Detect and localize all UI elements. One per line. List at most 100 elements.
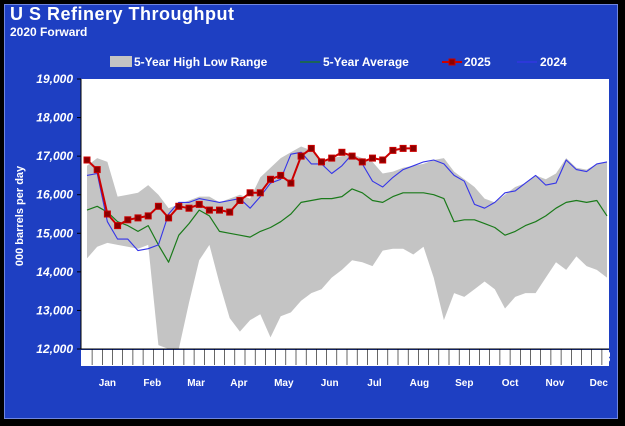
x-tick-label: 12 bbox=[194, 352, 204, 362]
month-label: Jul bbox=[367, 378, 382, 389]
x-tick-label: 43 bbox=[510, 352, 520, 362]
series-2025-point bbox=[328, 154, 336, 162]
series-2025-point bbox=[124, 216, 132, 224]
x-tick-label: 5 bbox=[123, 352, 133, 357]
month-label: May bbox=[274, 378, 294, 389]
x-tick-label: 46 bbox=[541, 352, 551, 362]
series-2025-point bbox=[307, 144, 315, 152]
axes-layer: 12,000 13,000 14,000 15,000 16,000 17,000 18,0… bbox=[36, 72, 612, 389]
series-2025-point bbox=[369, 154, 376, 162]
y-tick-label: 14,000 bbox=[36, 265, 73, 279]
x-tick-label: 26 bbox=[337, 352, 347, 362]
series-2025-point bbox=[399, 144, 407, 152]
month-label: Dec bbox=[590, 378, 609, 389]
x-tick-label: 9 bbox=[164, 352, 174, 357]
chart-title: U S Refinery Throughput bbox=[10, 4, 235, 24]
y-tick-label: 16,000 bbox=[36, 188, 73, 202]
series-2025-point bbox=[226, 208, 234, 216]
x-tick-label: 48 bbox=[561, 352, 571, 362]
x-tick-label: 4 bbox=[113, 352, 123, 357]
y-tick-label: 12,000 bbox=[36, 342, 73, 356]
series-2025-point bbox=[103, 210, 111, 218]
x-tick-label: 32 bbox=[398, 352, 408, 362]
x-tick-label: 14 bbox=[215, 352, 225, 362]
x-tick-label: 24 bbox=[317, 352, 327, 362]
x-tick-label: 36 bbox=[439, 352, 449, 362]
month-label: Jun bbox=[321, 378, 339, 389]
month-label: Feb bbox=[143, 378, 161, 389]
series-2025-point bbox=[165, 214, 173, 222]
x-tick-label: 50 bbox=[582, 352, 592, 362]
x-tick-label: 3 bbox=[102, 352, 112, 357]
x-tick-label: 47 bbox=[551, 352, 561, 362]
x-tick-label: 16 bbox=[235, 352, 245, 362]
range-band-layer bbox=[87, 146, 607, 349]
series-2025-point bbox=[144, 212, 152, 220]
x-tick-label: 23 bbox=[306, 352, 316, 362]
series-5yr-average-line bbox=[86, 188, 608, 263]
month-label: Aug bbox=[410, 378, 429, 389]
month-label: Nov bbox=[546, 378, 565, 389]
x-tick-label: 31 bbox=[388, 352, 398, 362]
series-2025-point bbox=[318, 158, 325, 166]
x-tick-label: 42 bbox=[500, 352, 510, 362]
x-tick-label: 28 bbox=[357, 352, 367, 362]
range-band bbox=[87, 146, 607, 349]
x-tick-label: 15 bbox=[225, 352, 235, 362]
x-tick-label: 1 bbox=[82, 352, 92, 357]
series-2025-point bbox=[195, 200, 203, 208]
x-tick-label: 13 bbox=[204, 352, 214, 362]
y-tick-label: 18,000 bbox=[36, 111, 73, 125]
y-tick-label: 15,000 bbox=[36, 226, 73, 240]
x-tick-label: 38 bbox=[459, 352, 469, 362]
series-2025-point bbox=[338, 148, 346, 156]
x-tick-label: 8 bbox=[153, 352, 163, 357]
series-2025-point bbox=[287, 179, 295, 187]
chart-subtitle: 2020 Forward bbox=[10, 25, 88, 39]
legend-range-swatch bbox=[110, 56, 132, 67]
series-2025-point bbox=[154, 202, 162, 210]
series-2024-line bbox=[86, 151, 608, 252]
series-2025-point bbox=[358, 158, 366, 166]
series-2025-point bbox=[297, 152, 305, 160]
x-tick-label: 11 bbox=[184, 352, 194, 362]
x-tick-label: 21 bbox=[286, 352, 296, 362]
series-2025-point bbox=[216, 206, 223, 214]
x-tick-label: 30 bbox=[378, 352, 388, 362]
series-2025-point bbox=[83, 156, 91, 164]
x-tick-label: 22 bbox=[296, 352, 306, 362]
series-2025-point bbox=[277, 171, 285, 179]
x-tick-label: 20 bbox=[276, 352, 286, 362]
series-2025-point bbox=[134, 214, 142, 222]
x-tick-label: 29 bbox=[368, 352, 378, 362]
x-tick-label: 19 bbox=[266, 352, 276, 362]
x-tick-label: 7 bbox=[143, 352, 153, 357]
x-tick-label: 25 bbox=[327, 352, 337, 362]
y-tick-label: 19,000 bbox=[36, 72, 73, 86]
series-2025-point bbox=[409, 144, 417, 152]
series-2025-point bbox=[185, 204, 193, 212]
x-tick-label: 35 bbox=[429, 352, 439, 362]
legend-2025-marker bbox=[448, 58, 456, 66]
legend-2024-label: 2024 bbox=[540, 55, 567, 69]
month-label: Oct bbox=[502, 378, 519, 389]
series-2025-point bbox=[236, 197, 244, 204]
series-2025-point bbox=[379, 156, 387, 164]
y-axis-label: 000 barrels per day bbox=[14, 165, 26, 266]
x-tick-label: 52 bbox=[602, 352, 612, 362]
legend-2025-label: 2025 bbox=[464, 55, 491, 69]
x-tick-label: 2 bbox=[92, 352, 102, 357]
x-tick-label: 18 bbox=[255, 352, 265, 362]
series-2025-point bbox=[205, 206, 213, 214]
y-tick-label: 13,000 bbox=[36, 303, 73, 317]
x-tick-label: 40 bbox=[480, 352, 490, 362]
x-week-strip bbox=[81, 350, 609, 366]
x-tick-label: 6 bbox=[133, 352, 143, 357]
x-tick-label: 33 bbox=[408, 352, 418, 362]
series-2025-point bbox=[348, 152, 356, 160]
x-tick-label: 27 bbox=[347, 352, 357, 362]
series-2025-point bbox=[256, 189, 264, 197]
series-2025-point bbox=[246, 189, 254, 197]
month-label: Sep bbox=[455, 378, 473, 389]
